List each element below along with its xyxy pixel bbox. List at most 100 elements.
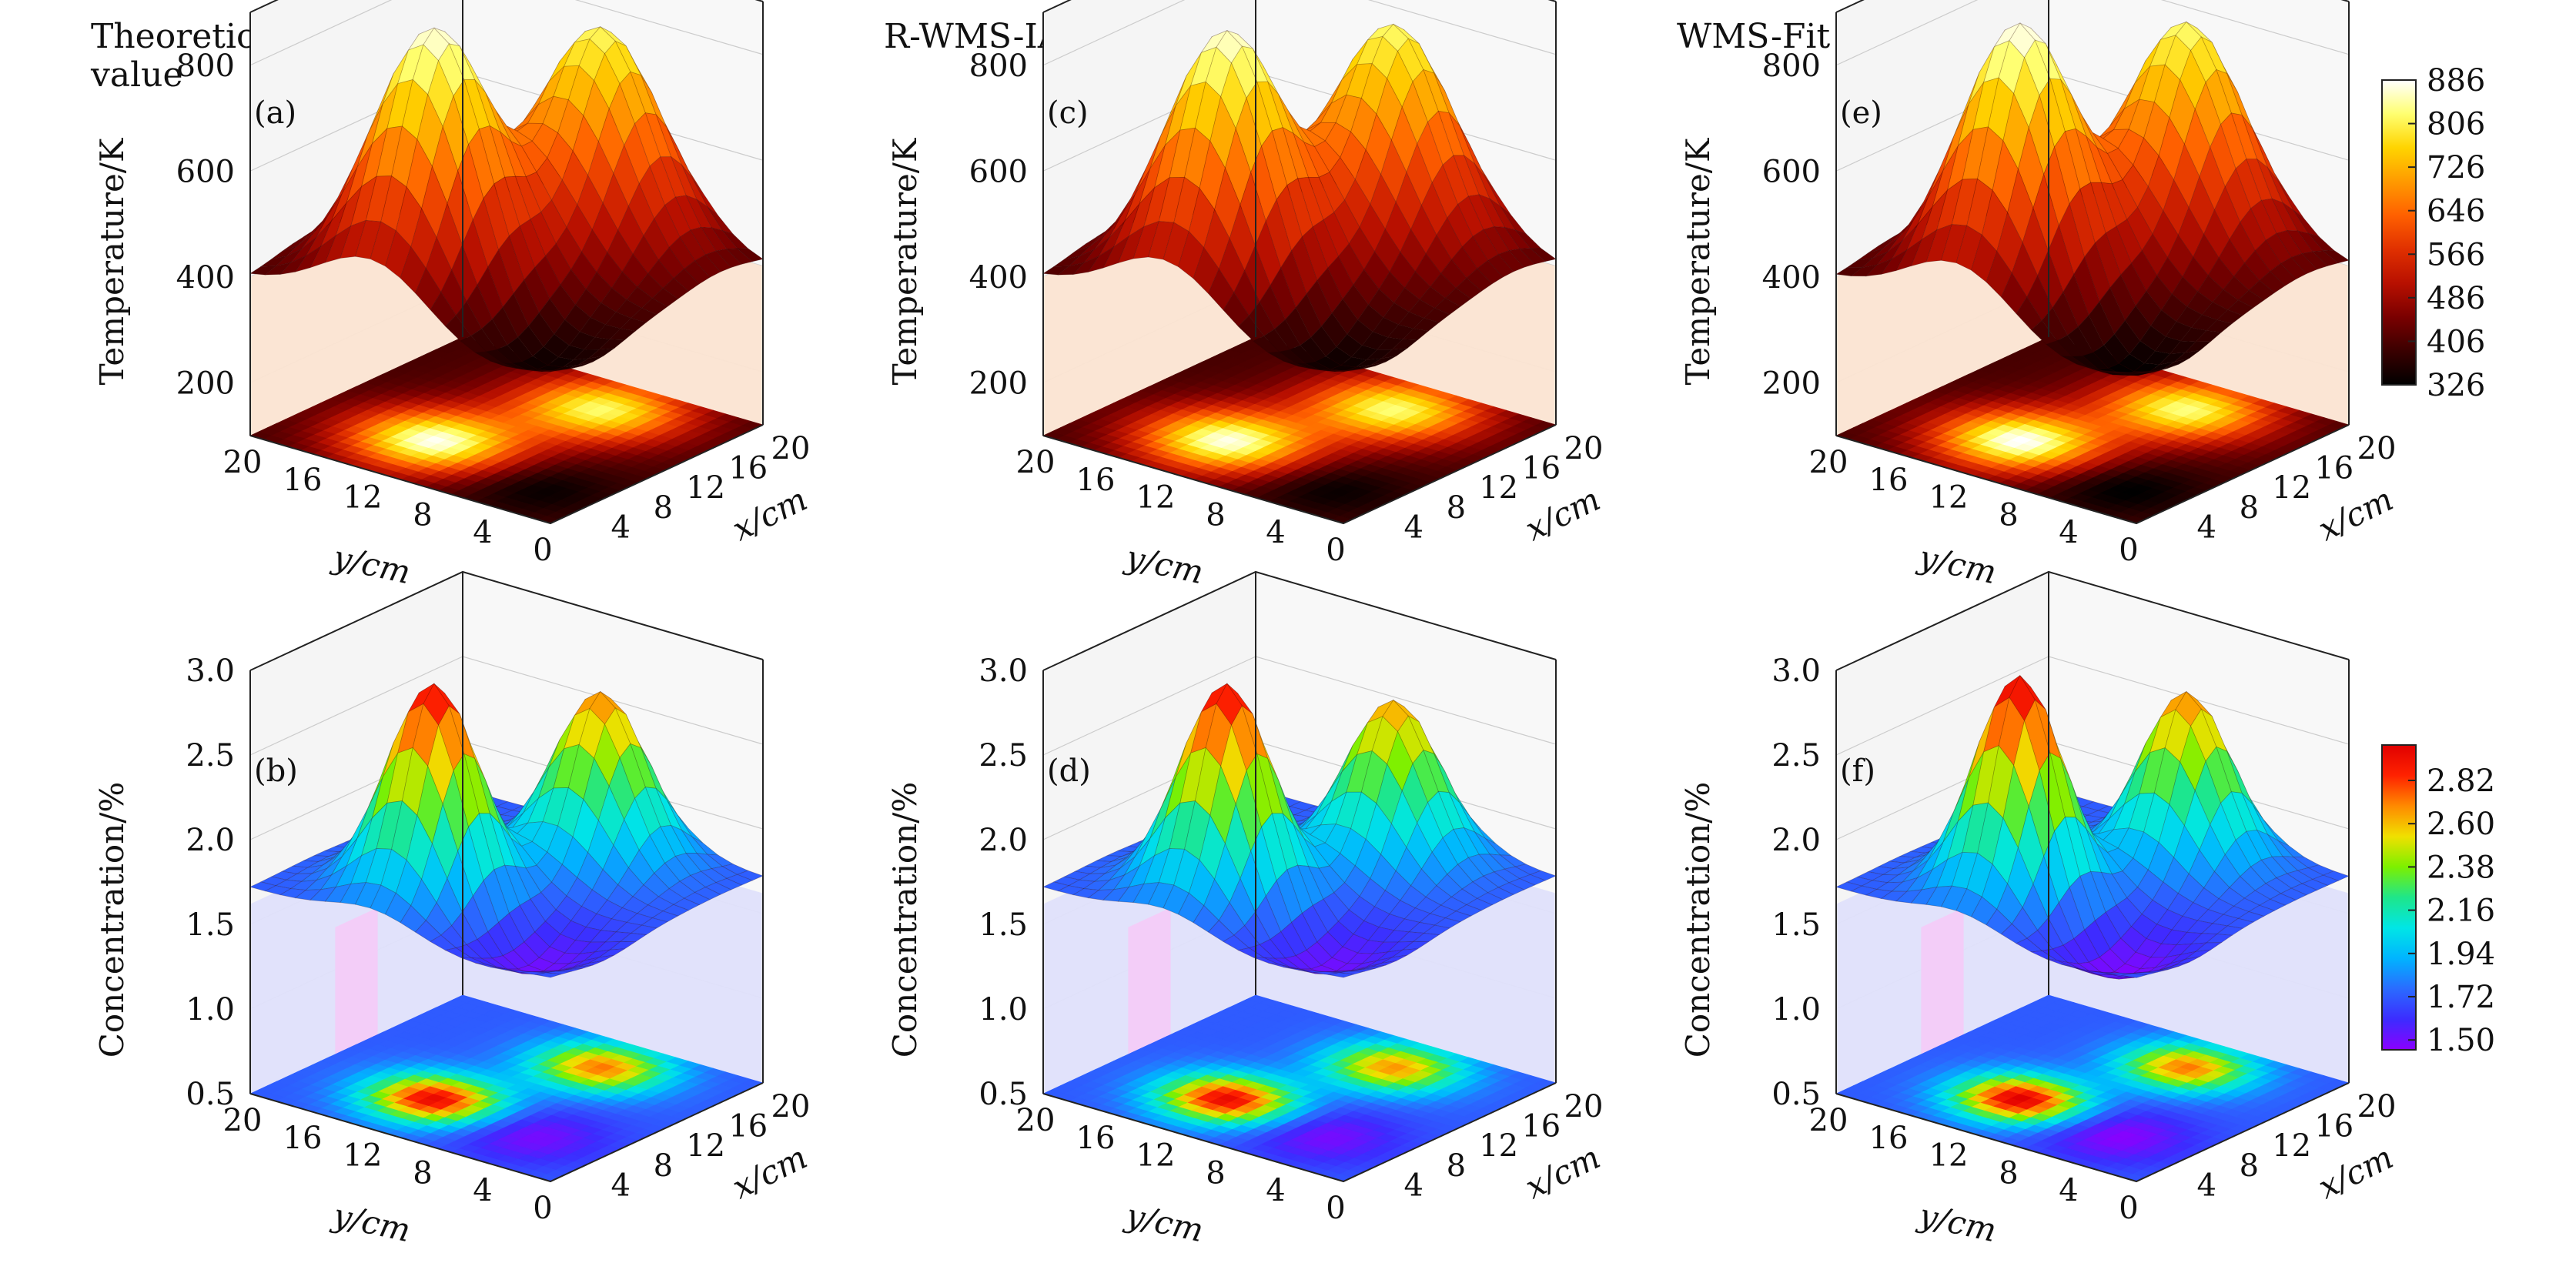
x-tick-label: 12 xyxy=(1479,1128,1518,1164)
colorbar-concentration-bar xyxy=(2381,744,2417,1051)
y-tick-label: 20 xyxy=(1016,1103,1055,1138)
x-tick-label: 12 xyxy=(686,470,725,506)
colorbar-tick-label: 2.82 xyxy=(2427,763,2495,799)
colorbar-tick-label: 1.94 xyxy=(2427,937,2495,972)
z-tick-label: 2.0 xyxy=(1771,823,1821,858)
x-tick-label: 16 xyxy=(728,451,768,486)
x-tick-label: 20 xyxy=(771,431,811,466)
title-theoretical-line2: value xyxy=(90,55,183,95)
z-tick-label: 800 xyxy=(1762,48,1821,84)
wall-projection-patch xyxy=(1128,907,1171,1054)
title-rwms-ia: R-WMS-IA xyxy=(884,17,1063,56)
x-tick-label: 12 xyxy=(686,1128,725,1164)
z-tick-label: 1.5 xyxy=(979,907,1028,943)
y-tick-label: 12 xyxy=(1929,480,1969,516)
y-tick-label: 20 xyxy=(223,1103,263,1138)
z-tick-label: 0.5 xyxy=(1771,1077,1821,1112)
z-tick-label: 200 xyxy=(969,366,1028,401)
z-tick-label: 2.5 xyxy=(186,738,235,773)
y-tick-label: 0 xyxy=(1326,1191,1345,1226)
y-tick-label: 20 xyxy=(1809,1103,1848,1138)
z-tick-label: 2.0 xyxy=(186,823,235,858)
y-tick-label: 16 xyxy=(1076,463,1116,498)
floor-heatmap xyxy=(249,994,764,1182)
x-axis-label: x/cm xyxy=(727,480,813,548)
x-tick-label: 20 xyxy=(1564,431,1604,466)
y-tick-label: 4 xyxy=(1266,1173,1285,1208)
z-axis-label: Concentration/% xyxy=(93,782,131,1058)
x-axis-label: x/cm xyxy=(1520,1138,1606,1206)
z-axis-label: Temperature/K xyxy=(886,137,924,385)
z-axis-label: Concentration/% xyxy=(886,782,924,1058)
colorbar-concentration: 2.82 2.60 2.38 2.16 1.94 1.72 1.50 xyxy=(2381,744,2495,1058)
z-axis-label: Temperature/K xyxy=(93,137,131,385)
axis-floor-edges xyxy=(249,424,764,525)
panel-label: (f) xyxy=(1840,753,1875,789)
x-tick-label: 4 xyxy=(1403,510,1423,545)
surface-mesh xyxy=(1835,674,2350,980)
z-axis-label: Concentration/% xyxy=(1679,782,1717,1058)
colorbar-concentration-ticks: 2.82 2.60 2.38 2.16 1.94 1.72 1.50 xyxy=(2408,763,2495,1058)
z-tick-label: 400 xyxy=(969,260,1028,296)
y-axis-label: y/cm xyxy=(328,538,413,591)
x-tick-label: 4 xyxy=(611,510,630,545)
axis-top-edges xyxy=(249,570,764,671)
y-tick-label: 0 xyxy=(533,533,552,568)
colorbar-temperature: 886 806 726 646 566 486 406 326 xyxy=(2381,63,2485,403)
x-tick-label: 16 xyxy=(1521,1109,1561,1144)
z-tick-label: 1.0 xyxy=(186,992,235,1027)
z-tick-label: 600 xyxy=(1762,154,1821,189)
x-tick-label: 12 xyxy=(1479,470,1518,506)
z-tick-label: 3.0 xyxy=(1771,653,1821,689)
axis-floor-edges xyxy=(1042,424,1557,525)
colorbar-temperature-bar xyxy=(2381,79,2417,386)
colorbar-tick-label: 1.50 xyxy=(2427,1023,2495,1058)
floor-heatmap xyxy=(1042,994,1557,1182)
wall-gridline xyxy=(1042,0,1557,66)
colorbar-tick-label: 406 xyxy=(2427,324,2485,359)
x-axis-label: x/cm xyxy=(2313,1138,2399,1206)
z-tick-label: 3.0 xyxy=(186,653,235,689)
x-tick-label: 4 xyxy=(2196,510,2216,545)
x-tick-label: 8 xyxy=(654,490,673,526)
wall-gridline xyxy=(249,0,764,66)
y-tick-label: 8 xyxy=(1999,1155,2018,1191)
y-tick-label: 20 xyxy=(223,445,263,480)
y-tick-label: 16 xyxy=(1076,1121,1116,1156)
z-tick-label: 2.0 xyxy=(979,823,1028,858)
x-tick-label: 8 xyxy=(1447,1148,1466,1184)
x-tick-label: 20 xyxy=(2357,431,2397,466)
z-tick-label: 1.0 xyxy=(1771,992,1821,1027)
surface-mesh xyxy=(1042,23,1557,373)
surface-mesh xyxy=(1042,683,1557,978)
y-axis-label: y/cm xyxy=(1914,538,1999,591)
y-tick-label: 8 xyxy=(1999,497,2018,533)
x-tick-label: 20 xyxy=(1564,1089,1604,1124)
x-tick-label: 12 xyxy=(2272,1128,2311,1164)
x-tick-label: 8 xyxy=(2240,1148,2259,1184)
title-wms-fit: WMS-Fit xyxy=(1677,17,1831,56)
z-tick-label: 2.5 xyxy=(1771,738,1821,773)
y-tick-label: 0 xyxy=(1326,533,1345,568)
axis-floor-edges xyxy=(249,1082,764,1183)
colorbar-tick-label: 806 xyxy=(2427,107,2485,142)
z-tick-label: 0.5 xyxy=(979,1077,1028,1112)
x-tick-label: 16 xyxy=(728,1109,768,1144)
x-tick-label: 8 xyxy=(2240,490,2259,526)
y-tick-label: 12 xyxy=(1929,1138,1969,1174)
axis-floor-edges xyxy=(1835,424,2350,525)
x-axis-label: x/cm xyxy=(2313,480,2399,548)
z-axis-label: Temperature/K xyxy=(1679,137,1717,385)
y-tick-label: 4 xyxy=(473,515,492,550)
floor-heatmap xyxy=(249,336,764,524)
floor-heatmap xyxy=(1835,994,2350,1182)
y-tick-label: 20 xyxy=(1809,445,1848,480)
z-tick-label: 800 xyxy=(176,48,235,84)
colorbar-tick-label: 2.16 xyxy=(2427,894,2495,929)
axis-top-edges xyxy=(1835,570,2350,671)
surface-mesh xyxy=(249,26,764,373)
